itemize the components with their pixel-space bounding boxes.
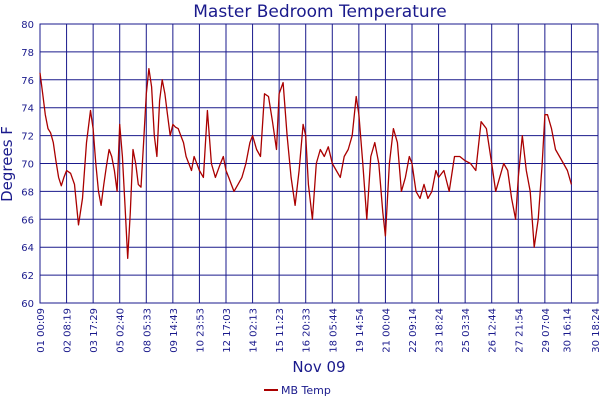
x-tick-label: 26 12:44 <box>488 308 499 353</box>
y-axis-label: Degrees F <box>0 126 16 202</box>
x-tick-label: 14 02:13 <box>249 308 260 353</box>
x-tick-label: 16 20:33 <box>302 308 313 353</box>
y-tick-label: 68 <box>21 187 34 198</box>
x-tick-label: 12 17:03 <box>222 308 233 353</box>
x-tick-label: 19 14:54 <box>355 308 366 353</box>
y-tick-label: 70 <box>21 160 34 171</box>
x-tick-label: 03 17:29 <box>89 308 100 353</box>
legend: MB Temp <box>264 384 331 397</box>
x-tick-label: 08 05:33 <box>142 308 153 353</box>
y-tick-label: 72 <box>21 132 34 143</box>
x-tick-label: 10 23:53 <box>195 308 206 353</box>
grid <box>39 23 599 304</box>
x-tick-labels: 01 00:09 02 08:19 03 17:29 05 02:40 08 05:33… <box>36 308 600 353</box>
x-tick-label: 05 02:40 <box>116 308 127 353</box>
x-tick-label: 22 09:14 <box>408 308 419 353</box>
x-tick-label: 30 18:24 <box>591 308 600 353</box>
y-tick-label: 76 <box>21 76 34 87</box>
x-tick-label: 01 00:09 <box>36 308 47 353</box>
x-axis-label: Nov 09 <box>292 358 345 376</box>
y-tick-label: 62 <box>21 271 34 282</box>
x-tick-label: 15 11:23 <box>275 308 286 353</box>
y-tick-label: 64 <box>21 243 34 254</box>
x-tick-label: 29 07:04 <box>541 308 552 353</box>
y-tick-label: 74 <box>21 104 34 115</box>
x-tick-label: 27 21:54 <box>514 308 525 353</box>
series-line-mb-temp <box>39 67 573 260</box>
x-tick-label: 09 14:43 <box>169 308 180 353</box>
y-tick-labels: 60 62 64 66 68 70 72 74 76 78 80 <box>21 20 34 310</box>
y-tick-label: 78 <box>21 48 34 59</box>
y-tick-label: 80 <box>21 20 34 31</box>
series-layer <box>39 67 573 260</box>
y-tick-label: 60 <box>21 299 34 310</box>
legend-label: MB Temp <box>281 384 331 397</box>
x-tick-label: 18 05:44 <box>328 308 339 353</box>
y-tick-label: 66 <box>21 215 34 226</box>
x-tick-label: 02 08:19 <box>63 308 74 353</box>
x-tick-label: 23 18:24 <box>435 308 446 353</box>
x-tick-label: 25 03:34 <box>461 308 472 353</box>
x-tick-label: 21 00:04 <box>381 308 392 353</box>
chart-title: Master Bedroom Temperature <box>193 2 446 22</box>
x-tick-label: 30 16:14 <box>562 308 573 353</box>
